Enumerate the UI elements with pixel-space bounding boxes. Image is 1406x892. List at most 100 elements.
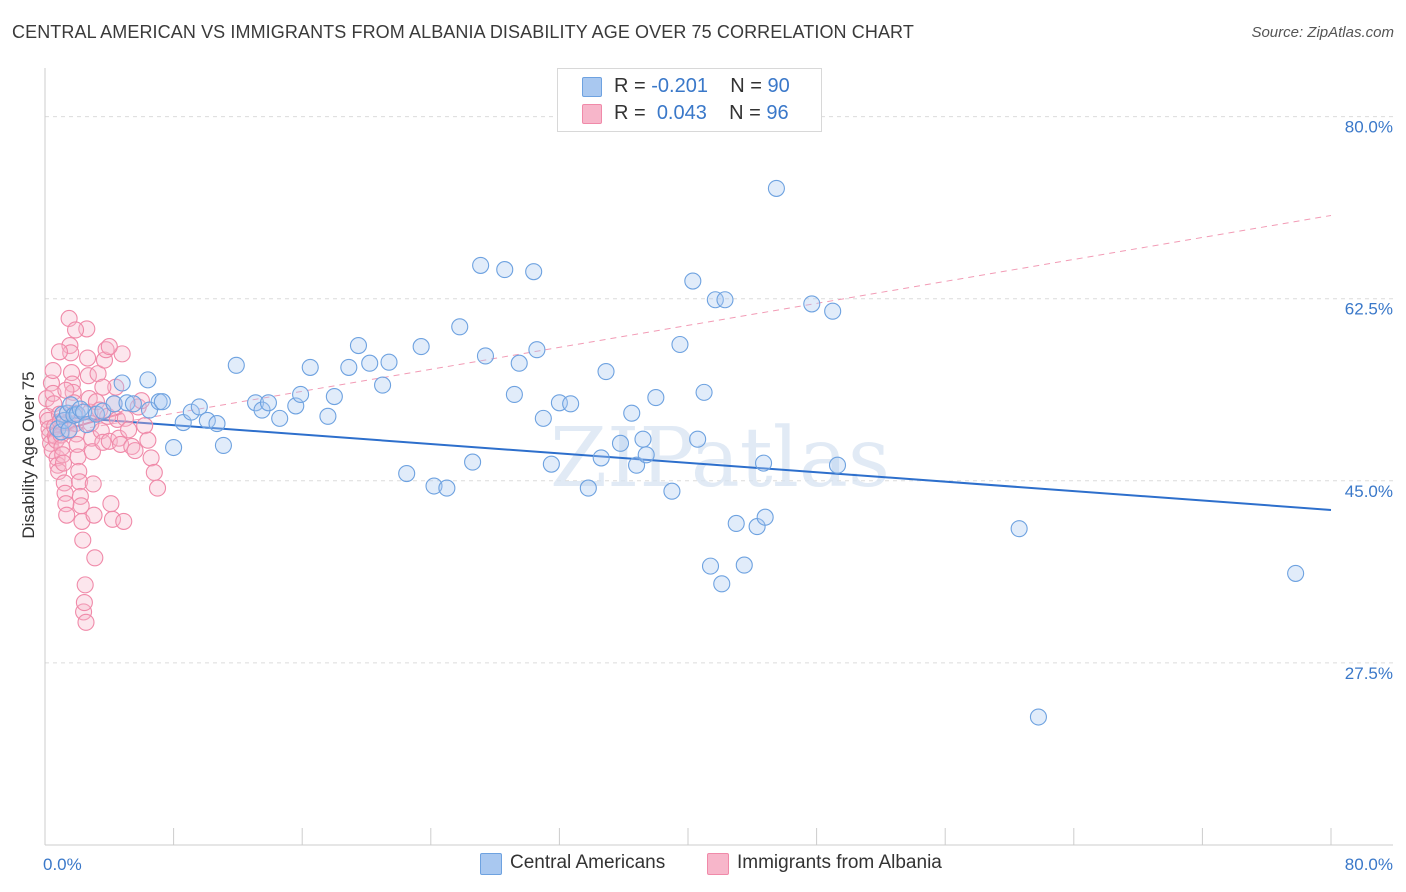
data-point-central-american [1010,520,1028,538]
legend-n-value: 96 [766,102,789,124]
correlation-legend: R = -0.201 N = 90 R = 0.043 N = 96 [557,68,822,132]
data-point-central-american [534,409,552,427]
x-tick-label: 80.0% [1345,855,1393,874]
data-point-albania [148,479,167,497]
data-point-albania [84,475,102,493]
legend-swatch-blue [582,77,602,97]
data-point-albania [75,603,93,621]
data-point-central-american [374,376,392,394]
data-point-central-american [824,302,842,320]
data-point-central-american [623,404,641,422]
data-point-central-american [1029,708,1047,726]
data-point-central-american [476,347,495,365]
trend-line-central-americans [52,415,1332,511]
legend-r-label: R = [614,102,646,124]
data-point-central-american [767,179,785,197]
data-point-albania [97,341,115,359]
source-label: Source: ZipAtlas.com [1251,24,1394,41]
data-point-central-american [124,395,142,413]
data-point-central-american [684,272,702,290]
legend-n-label: N = [729,102,761,124]
data-point-central-american [165,438,183,457]
data-point-central-american [153,393,171,411]
data-point-central-american [227,356,245,374]
data-point-central-american [695,383,713,401]
data-point-albania [69,448,87,466]
data-point-central-american [380,353,398,371]
data-point-albania [142,449,160,467]
data-point-central-american [301,358,319,376]
data-point-central-american [671,335,689,354]
data-point-central-american [528,341,546,359]
series-label: Immigrants from Albania [737,852,942,873]
data-point-central-american [361,354,379,372]
data-point-central-american [412,338,430,356]
point-layer [38,179,1305,726]
data-point-albania [115,512,133,530]
data-point-albania [126,442,144,460]
data-point-albania [86,549,104,567]
data-point-albania [71,487,89,505]
data-point-central-american [214,436,232,454]
legend-r-value: -0.201 [651,75,708,97]
data-point-central-american [438,479,456,497]
data-point-central-american [525,263,543,281]
legend-n-value: 90 [767,75,790,97]
data-point-albania [44,361,62,380]
y-tick-label: 62.5% [1345,300,1393,319]
data-point-central-american [259,394,277,412]
data-point-central-american [701,557,720,575]
data-point-central-american [689,430,707,448]
data-point-albania [100,432,118,450]
data-point-central-american [579,479,597,497]
data-point-central-american [198,411,216,430]
data-point-albania [61,336,79,355]
axis-layer: 80.0% 62.5% 45.0% 27.5% 0.0% 80.0% [43,68,1393,874]
y-axis-label: Disability Age Over 75 [19,371,38,538]
data-point-central-american [62,396,80,414]
trend-line-albania-dashed [46,214,1332,436]
data-point-central-american [637,446,655,464]
data-point-albania [120,421,138,439]
y-tick-label: 80.0% [1345,118,1393,137]
data-point-albania [102,495,120,513]
data-point-albania [94,378,112,396]
series-swatch-pink [707,853,729,875]
data-point-central-american [118,394,136,412]
data-point-central-american [562,395,580,413]
series-label: Central Americans [510,852,666,873]
data-point-central-american [496,261,514,279]
data-point-central-american [713,575,731,593]
data-point-central-american [139,371,157,389]
data-point-central-american [349,336,368,355]
data-point-central-american [727,514,745,533]
data-point-central-american [292,385,310,403]
data-point-central-american [597,363,615,381]
data-point-central-american [451,318,469,336]
data-point-central-american [325,387,343,406]
data-point-albania [76,576,94,594]
data-point-albania [75,594,93,612]
data-point-albania [74,531,92,549]
data-point-albania [139,431,157,449]
data-point-albania [71,473,89,491]
data-point-central-american [505,385,523,403]
data-point-albania [50,343,69,361]
data-point-central-american [611,434,630,452]
data-point-central-american [828,456,847,474]
legend-r-value: 0.043 [656,102,707,124]
data-point-central-american [319,407,337,425]
data-point-central-american [647,389,665,407]
data-point-central-american [706,291,724,309]
data-point-albania [100,338,118,356]
data-point-central-american [190,398,208,416]
y-tick-label: 45.0% [1345,482,1393,501]
data-point-central-american [634,430,652,448]
data-point-albania [68,435,86,453]
data-point-central-american [716,291,734,309]
data-point-central-american [271,409,289,427]
data-point-central-american [253,401,271,419]
data-point-central-american [472,256,490,274]
legend-n-label: N = [730,75,762,97]
data-point-albania [145,463,163,482]
